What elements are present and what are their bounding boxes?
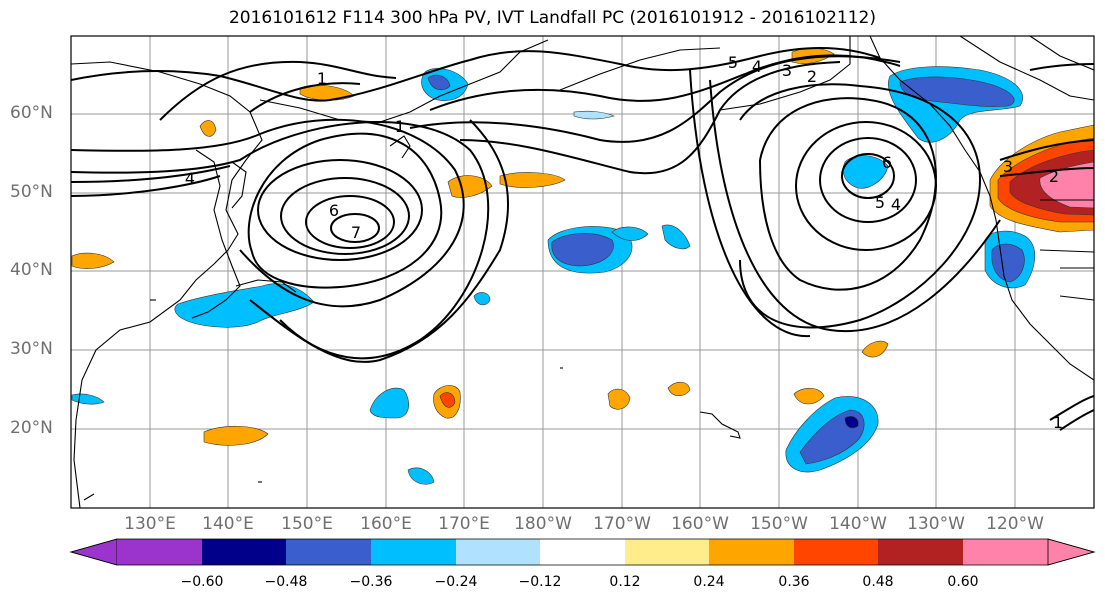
pv-contour-label: 2 [1049,167,1059,186]
ivt-shading [71,48,1094,485]
pv-contour-label: 4 [891,195,901,214]
map-border [70,35,1095,509]
colorbar-tick-label: 0.24 [693,574,725,590]
colorbar-tick-label: −0.36 [349,574,393,590]
lon-label: 180°W [514,514,572,534]
lat-label: 30°N [10,339,53,359]
pv-contour-label: 6 [329,201,339,220]
lon-label: 150°W [750,514,808,534]
pv-contour-label: 1 [1053,413,1063,432]
lon-label: 140°W [829,514,887,534]
lon-label: 170°W [593,514,651,534]
pv-contours [71,47,1094,431]
pv-contour-label: 1 [395,117,405,136]
colorbar-tick-label: −0.24 [434,574,478,590]
colorbar-tick-label: −0.12 [518,574,562,590]
pv-contour-label: 7 [351,223,361,242]
lon-label: 150°E [281,514,333,534]
colorbar-tick-label: 0.60 [947,574,979,590]
lat-label: 20°N [10,418,53,438]
lon-label: 130°E [124,514,176,534]
lon-label: 120°W [986,514,1044,534]
lon-label: 170°E [438,514,490,534]
lat-label: 60°N [10,103,53,123]
pv-contour-label: 3 [782,61,792,80]
colorbar-tick-label: −0.48 [264,574,308,590]
pv-contour-label: 1 [317,69,327,88]
colorbar-tick-label: 0.48 [862,574,894,590]
map-title: 2016101612 F114 300 hPa PV, IVT Landfall… [228,8,876,28]
pv-contour-label: 5 [728,53,738,72]
colorbar-tick-label: 0.36 [778,574,810,590]
pv-contour-label: 4 [185,169,195,188]
pv-contour-label: 4 [752,57,762,76]
colorbar-extend-high [1047,538,1096,566]
lat-label: 50°N [10,182,53,202]
lat-label: 40°N [10,260,53,280]
pv-contour-label: 6 [882,153,892,172]
lon-label: 160°W [671,514,729,534]
colorbar-tick-label: −0.60 [180,574,224,590]
colorbar [69,538,1096,566]
lon-label: 130°W [907,514,965,534]
pv-contour-label: 2 [807,67,817,86]
colorbar-tick-label: 0.12 [609,574,641,590]
pv-contour-label: 3 [1003,157,1013,176]
lon-label: 160°E [360,514,412,534]
lon-label: 140°E [202,514,254,534]
colorbar-extend-low [69,538,118,566]
pv-contour-label: 5 [875,193,885,212]
